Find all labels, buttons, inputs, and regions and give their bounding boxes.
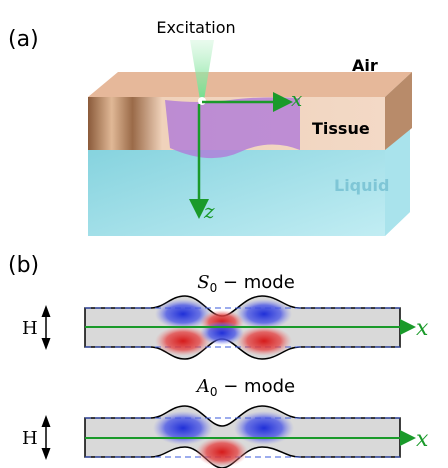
field-blob (196, 437, 248, 467)
tissue-top (88, 72, 412, 97)
mode-title: S0 − mode (197, 272, 295, 295)
mode-symbol: A (195, 376, 210, 397)
height-label: H (22, 318, 38, 339)
field-blob (236, 326, 292, 356)
tissue-label: Tissue (312, 119, 370, 138)
panel-label: (a) (8, 27, 39, 52)
field-blob (153, 411, 213, 445)
mode-suffix: − mode (218, 376, 296, 397)
mode-symbol: S (197, 272, 209, 293)
air-label: Air (352, 56, 378, 75)
height-label: H (22, 428, 38, 449)
mode-subscript: 0 (210, 385, 218, 399)
figure: (a) Excitation Air Tissue Liquid x z (b)… (0, 0, 448, 468)
z-axis-label: z (203, 199, 215, 223)
field-blob (234, 411, 294, 445)
axis-label: x (416, 316, 429, 341)
mode-subscript: 0 (210, 281, 218, 295)
x-axis-label: x (291, 87, 302, 111)
liquid-label: Liquid (334, 176, 389, 195)
excitation-label: Excitation (156, 18, 235, 37)
axis-label: x (416, 427, 429, 452)
field-blob (236, 299, 292, 329)
mode-title: A0 − mode (195, 376, 295, 399)
mode-suffix: − mode (217, 272, 295, 293)
field-blob (200, 321, 244, 345)
panel-label: (b) (8, 253, 39, 278)
